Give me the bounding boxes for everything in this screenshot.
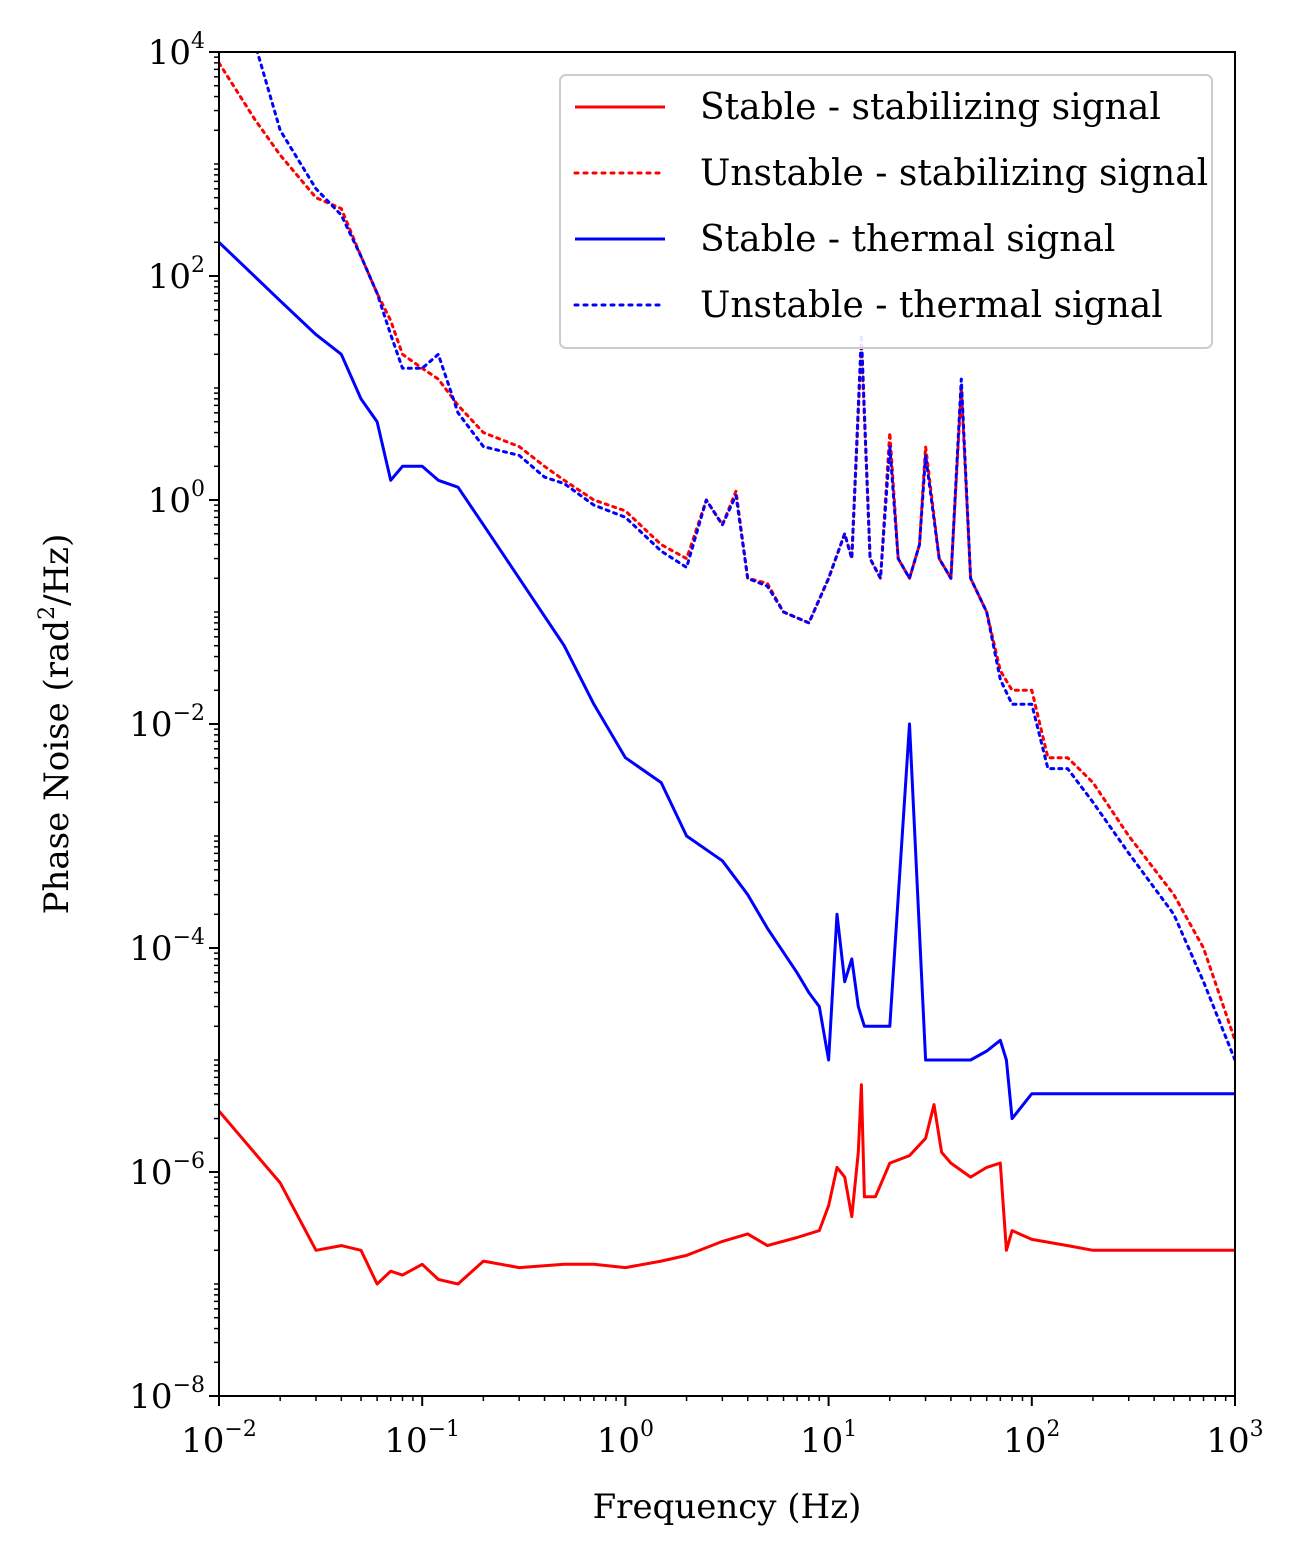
- y-tick-label: 10−2: [129, 701, 205, 745]
- y-tick-label: 100: [148, 477, 205, 521]
- y-axis-label-main: Phase Noise (rad: [37, 620, 77, 914]
- x-tick-label: 102: [1003, 1417, 1060, 1461]
- y-axis-label-sup: 2: [35, 606, 60, 620]
- y-tick-label: 104: [148, 29, 205, 73]
- y-axis-label-tail: /Hz): [37, 534, 77, 606]
- legend-item-unstable-thermal-signal: Unstable - thermal signal: [573, 285, 1163, 326]
- legend-box: [559, 74, 1213, 349]
- x-tick-label: 10−1: [384, 1417, 460, 1461]
- ticks-layer: 10−2 10−1 100 101 102 103 10−8 10−6 10−4 10−2 100 1…: [129, 29, 1263, 1461]
- legend-label: Stable - thermal signal: [700, 219, 1115, 260]
- legend-item-stable-thermal-signal: Stable - thermal signal: [575, 219, 1115, 260]
- series-line-unstable-thermal-signal: [255, 52, 1235, 1062]
- y-axis-label: Phase Noise (rad2/Hz): [35, 534, 77, 915]
- y-tick-label: 10−8: [129, 1373, 205, 1417]
- legend-item-stable-stabilizing-signal: Stable - stabilizing signal: [575, 87, 1161, 128]
- y-tick-label: 10−6: [129, 1149, 205, 1193]
- series-layer: [219, 52, 1235, 1286]
- x-tick-label: 10−2: [181, 1417, 257, 1461]
- x-tick-label: 103: [1206, 1417, 1263, 1461]
- legend-label: Stable - stabilizing signal: [700, 87, 1161, 128]
- y-tick-label: 10−4: [129, 925, 205, 969]
- legend-label: Unstable - thermal signal: [700, 285, 1163, 326]
- legend: Stable - stabilizing signal Unstable - st…: [559, 74, 1213, 349]
- legend-label: Unstable - stabilizing signal: [700, 153, 1208, 194]
- legend-item-unstable-stabilizing-signal: Unstable - stabilizing signal: [573, 153, 1208, 194]
- x-tick-label: 100: [597, 1417, 654, 1461]
- x-tick-label: 101: [800, 1417, 857, 1461]
- series-line-stable-thermal-signal: [219, 241, 1235, 1121]
- series-line-stable-stabilizing-signal: [219, 1083, 1235, 1286]
- y-tick-label: 102: [148, 253, 205, 297]
- x-axis-label: Frequency (Hz): [593, 1487, 862, 1527]
